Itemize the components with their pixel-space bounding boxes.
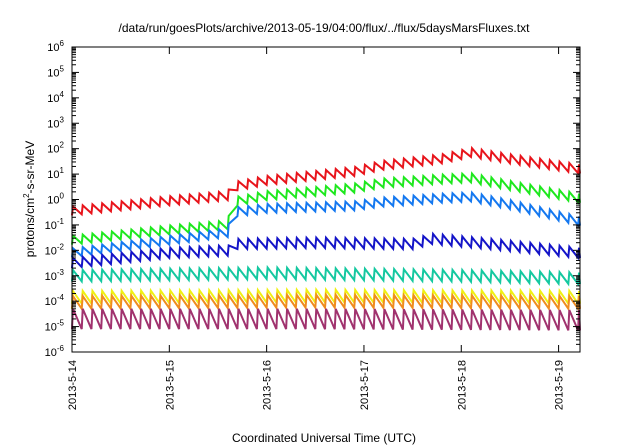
y-tick-base: 10: [45, 245, 57, 257]
y-tick-label: 106: [47, 39, 64, 54]
y-tick-exponent: 4: [60, 90, 65, 99]
y-axis-label-main: protons/cm: [23, 198, 37, 257]
series-line: [71, 190, 581, 259]
tick-layer: 10-610-510-410-310-210-11001011021031041…: [45, 39, 580, 410]
series-line: [71, 171, 581, 246]
y-tick-base: 10: [45, 347, 57, 359]
y-tick-exponent: -3: [57, 268, 65, 277]
y-tick-base: 10: [47, 169, 59, 181]
y-tick-base: 10: [45, 296, 57, 308]
y-tick-label: 10-6: [45, 344, 65, 359]
y-tick-label: 105: [47, 64, 64, 79]
y-axis-label-superscript: 2: [22, 193, 31, 198]
y-tick-exponent: -5: [57, 319, 65, 328]
series-line: [71, 145, 581, 217]
y-tick-base: 10: [47, 118, 59, 130]
series-line: [71, 231, 581, 270]
y-tick-exponent: -1: [57, 217, 65, 226]
y-tick-label: 104: [47, 90, 64, 105]
x-axis-label: Coordinated Universal Time (UTC): [232, 431, 416, 445]
y-tick-label: 10-3: [45, 268, 65, 283]
y-axis-label-units: -s-sr-MeV: [23, 141, 37, 194]
y-tick-exponent: 5: [60, 64, 65, 73]
y-axis-label: protons/cm2-s-sr-MeV: [22, 141, 37, 257]
y-tick-base: 10: [45, 322, 57, 334]
y-tick-label: 102: [47, 141, 64, 156]
x-tick-label: 2013-5-19: [554, 360, 566, 410]
x-tick-label: 2013-5-17: [359, 360, 371, 410]
series-layer: [71, 145, 581, 331]
y-tick-exponent: 3: [60, 115, 65, 124]
x-tick-label: 2013-5-15: [164, 360, 176, 410]
plot-frame: [71, 46, 581, 353]
y-tick-base: 10: [45, 271, 57, 283]
y-tick-label: 10-5: [45, 319, 65, 334]
y-tick-base: 10: [45, 220, 57, 232]
series-line: [71, 308, 581, 331]
series-line: [71, 264, 581, 287]
y-tick-base: 10: [47, 195, 59, 207]
y-tick-exponent: -2: [57, 242, 65, 251]
y-tick-base: 10: [47, 67, 59, 79]
x-tick-label: 2013-5-18: [456, 360, 468, 410]
x-tick-label: 2013-5-14: [67, 360, 79, 410]
series-line: [71, 291, 581, 312]
y-tick-base: 10: [47, 144, 59, 156]
y-tick-label: 10-1: [45, 217, 65, 232]
x-tick-label: 2013-5-16: [262, 360, 274, 410]
y-tick-exponent: 6: [60, 39, 65, 48]
y-tick-base: 10: [47, 93, 59, 105]
y-tick-label: 103: [47, 115, 64, 130]
y-tick-exponent: -6: [57, 344, 65, 353]
y-tick-label: 100: [47, 192, 64, 207]
y-tick-label: 10-4: [45, 293, 65, 308]
y-tick-exponent: 2: [60, 141, 65, 150]
y-tick-base: 10: [47, 42, 59, 54]
y-tick-label: 10-2: [45, 242, 65, 257]
y-tick-label: 101: [47, 166, 64, 181]
y-tick-exponent: 1: [60, 166, 65, 175]
y-tick-exponent: -4: [57, 293, 65, 302]
chart-title: /data/run/goesPlots/archive/2013-05-19/0…: [119, 21, 531, 35]
y-tick-exponent: 0: [60, 192, 65, 201]
